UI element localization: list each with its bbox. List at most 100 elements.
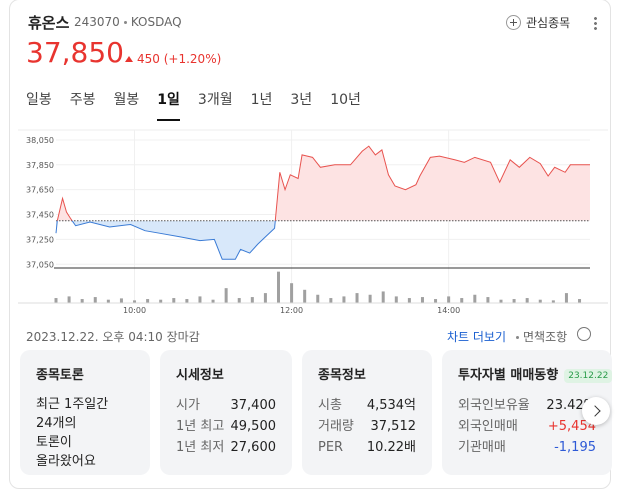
volume-bar <box>119 298 123 303</box>
next-button[interactable] <box>582 397 610 425</box>
watch-button[interactable]: 관심종목 <box>506 14 570 31</box>
stock-code: 243070 KOSDAQ <box>74 15 182 29</box>
tab[interactable]: 1일 <box>157 89 180 121</box>
up-icon <box>125 56 133 62</box>
row-label: 외국인매매 <box>458 419 518 434</box>
volume-bar <box>80 299 84 303</box>
tab[interactable]: 3개월 <box>197 92 233 108</box>
card-row: 1년 최저 27,600 <box>176 437 276 458</box>
card-line: 24개의 <box>36 416 77 431</box>
row-label: 외국인보유율 <box>458 398 530 413</box>
volume-bar <box>499 299 503 303</box>
card-title-text: 종목토론 <box>36 368 84 383</box>
volume-bar <box>146 299 150 303</box>
card-row: 시가 37,400 <box>176 395 276 416</box>
volume-bar <box>290 283 294 303</box>
volume-bar <box>93 297 97 303</box>
card-line: 올라왔어요 <box>36 454 96 469</box>
card-line: 최근 1주일간 <box>36 397 109 412</box>
card-title: 시세정보 <box>176 364 276 383</box>
row-label: 1년 최저 <box>176 440 225 455</box>
change-pct: (+1.20%) <box>163 52 222 66</box>
stock-name: 휴온스 <box>28 14 70 32</box>
row-label: PER <box>318 440 344 455</box>
card-title-text: 투자자별 매매동향 <box>458 368 559 383</box>
x-tick-label: 12:00 <box>280 306 303 315</box>
volume-bar <box>224 288 228 303</box>
volume-bar <box>159 299 163 303</box>
card-row: 외국인보유율 23.42% <box>458 395 596 416</box>
area-up <box>57 146 590 221</box>
tab[interactable]: 일봉 <box>26 92 52 108</box>
row-value: 49,500 <box>230 419 277 434</box>
period-tabs: 일봉 주봉 월봉 1일 3개월 1년 3년 10년 <box>26 89 379 121</box>
date-badge: 23.12.22 <box>564 369 613 383</box>
card-title: 종목정보 <box>318 364 416 383</box>
row-label: 시가 <box>176 398 200 413</box>
volume-bar <box>512 299 516 303</box>
x-tick-label: 14:00 <box>437 306 460 315</box>
card-row: 1년 최고 49,500 <box>176 416 276 437</box>
row-label: 시총 <box>318 398 342 413</box>
volume-bar <box>394 296 398 303</box>
volume-bar <box>564 293 568 303</box>
plus-icon <box>506 15 521 30</box>
volume-bar <box>54 298 58 303</box>
chart-more-link[interactable]: 차트 더보기 <box>447 330 507 344</box>
card-row: 외국인매매 +5,454 <box>458 416 596 437</box>
info-icon[interactable] <box>577 327 591 341</box>
volume-bar <box>211 299 215 303</box>
volume-bar <box>106 299 110 303</box>
tab[interactable]: 3년 <box>290 92 313 108</box>
y-tick-label: 37,650 <box>26 186 54 195</box>
card-row: 시총 4,534억 <box>318 395 416 416</box>
volume-bar <box>381 291 385 303</box>
volume-bar <box>551 300 555 303</box>
tab[interactable]: 10년 <box>330 92 361 108</box>
y-tick-label: 37,850 <box>26 161 54 170</box>
card-row: PER 10.22배 <box>318 437 416 458</box>
volume-bar <box>342 296 346 303</box>
separator <box>516 336 519 339</box>
card-row: 기관매매 -1,195 <box>458 437 596 458</box>
volume-bar <box>486 297 490 303</box>
row-value: 37,400 <box>230 398 277 413</box>
more-menu[interactable] <box>594 16 597 31</box>
y-tick-label: 38,050 <box>26 136 54 145</box>
volume-bar <box>578 299 582 303</box>
volume-bar <box>460 298 464 303</box>
tab[interactable]: 월봉 <box>113 92 140 108</box>
row-label: 1년 최고 <box>176 419 225 434</box>
card-title-text: 시세정보 <box>176 368 224 383</box>
volume-bar <box>538 299 542 303</box>
market: KOSDAQ <box>130 15 182 29</box>
volume-bar <box>525 298 529 303</box>
disclaimer-link[interactable]: 면책조항 <box>512 328 567 345</box>
volume-bar <box>172 298 176 303</box>
row-value: 27,600 <box>230 440 277 455</box>
volume-bar <box>420 297 424 303</box>
row-label: 거래량 <box>318 419 354 434</box>
y-tick-label: 37,450 <box>26 211 54 220</box>
volume-bar <box>198 296 202 303</box>
volume-bar <box>473 294 477 303</box>
row-value: 4,534억 <box>366 398 416 413</box>
area-down <box>56 220 590 260</box>
row-label: 기관매매 <box>458 440 506 455</box>
row-value: +5,454 <box>547 419 596 434</box>
volume-bar <box>434 299 438 303</box>
price-line-down <box>55 220 276 260</box>
volume-bar <box>237 298 241 303</box>
y-tick-label: 37,050 <box>26 260 54 269</box>
volume-bar <box>407 298 411 303</box>
volume-bar <box>447 296 451 303</box>
card-title-text: 종목정보 <box>318 368 366 383</box>
price-change: 450 (+1.20%) <box>125 52 221 66</box>
info-card[interactable]: 종목토론 최근 1주일간 24개의 토론이 올라왔어요 <box>20 350 150 475</box>
row-value: 37,512 <box>370 419 417 434</box>
tab[interactable]: 주봉 <box>69 92 96 108</box>
tab[interactable]: 1년 <box>250 92 273 108</box>
